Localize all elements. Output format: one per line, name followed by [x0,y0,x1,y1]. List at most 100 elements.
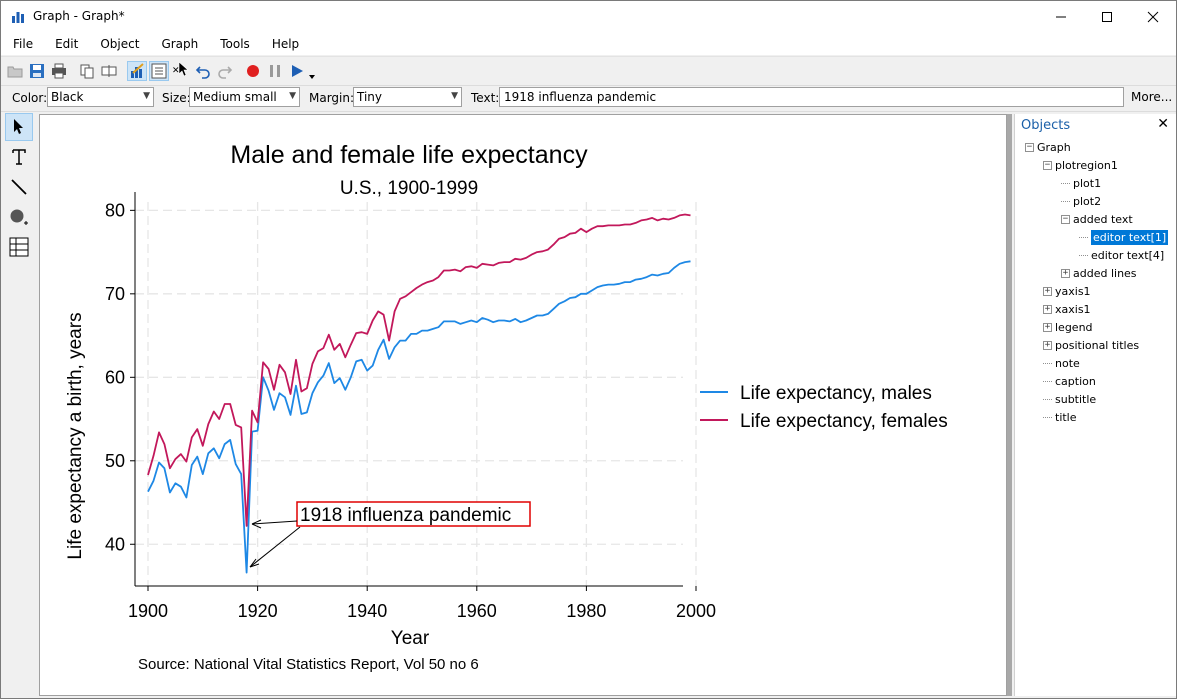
menu-edit[interactable]: Edit [55,37,79,51]
expand-icon[interactable]: + [1043,285,1052,296]
tree-item-label: added text [1073,212,1133,226]
y-tick-label[interactable]: 70 [105,284,125,304]
margin-select[interactable]: Tiny ▼ [353,87,462,107]
menu-tools[interactable]: Tools [220,37,250,51]
legend[interactable]: Life expectancy, males Life expectancy, f… [700,383,948,432]
close-window-button[interactable] [1130,1,1176,33]
tree-connector [1061,182,1070,184]
expand-icon[interactable]: + [1043,339,1052,350]
size-value: Medium small [193,90,277,104]
annotation-text[interactable]: 1918 influenza pandemic [300,505,511,526]
menu-graph[interactable]: Graph [161,37,199,51]
tree-item-note[interactable]: note [1043,354,1080,372]
margin-value: Tiny [357,90,383,104]
x-tick-label[interactable]: 1900 [128,601,168,621]
tree-item-xaxis1[interactable]: + xaxis1 [1043,300,1091,318]
series-line-males[interactable] [147,260,691,574]
x-tick-label[interactable]: 1940 [347,601,387,621]
tree-item-subtitle[interactable]: subtitle [1043,390,1096,408]
tree-item-title[interactable]: title [1043,408,1077,426]
annotation: 1918 influenza pandemic [249,501,531,568]
more-button[interactable]: More... [1131,90,1173,104]
tree-item-yaxis1[interactable]: + yaxis1 [1043,282,1091,300]
menu-help[interactable]: Help [271,37,300,51]
text-input[interactable]: 1918 influenza pandemic [499,87,1124,107]
y-tick-label[interactable]: 60 [105,367,125,387]
annotation-arrow-lower[interactable] [249,526,301,568]
collapse-icon[interactable]: − [1043,159,1052,170]
objects-pane: Objects ✕ − Graph − plotregion1 plot1 plot2− a… [1014,114,1176,696]
x-tick-label[interactable]: 1960 [457,601,497,621]
tree-connector [1043,362,1052,364]
tree-item-plot1[interactable]: plot1 [1061,174,1101,192]
tree-item-plotregion1[interactable]: − plotregion1 [1043,156,1118,174]
annotation-arrow-upper[interactable] [251,520,298,525]
undo-button[interactable] [193,61,213,81]
y-tick-label[interactable]: 50 [105,451,125,471]
pane-splitter[interactable] [1007,114,1012,696]
grid-tool-icon [9,237,29,257]
menu-file[interactable]: File [13,37,34,51]
tree-connector [1079,254,1088,256]
expand-icon[interactable]: + [1043,321,1052,332]
x-tick-label[interactable]: 1920 [238,601,278,621]
open-button[interactable] [5,61,25,81]
close-icon[interactable]: ✕ [1157,116,1169,132]
save-button[interactable] [27,61,47,81]
play-button[interactable] [287,61,307,81]
rename-button[interactable] [99,61,119,81]
tree-item-graph[interactable]: − Graph [1025,138,1071,156]
print-button[interactable] [49,61,69,81]
copy-button[interactable] [77,61,97,81]
pause-button[interactable] [265,61,285,81]
text-tool-button[interactable] [5,143,33,171]
object-browser-button[interactable] [149,61,169,81]
tree-item-editor-text-4[interactable]: editor text[4] [1079,246,1164,264]
close-small-icon[interactable]: ✕ [172,65,180,75]
expand-icon[interactable]: + [1043,303,1052,314]
tree-item-editor-text-1[interactable]: editor text[1] [1079,228,1169,246]
tree-item-label: added lines [1073,266,1137,280]
pointer-tool-button[interactable] [5,113,33,141]
tree-item-added-lines[interactable]: + added lines [1061,264,1137,282]
annotation-selection-box[interactable] [296,501,531,527]
tree-item-added-text[interactable]: − added text [1061,210,1133,228]
graph-canvas[interactable]: Male and female life expectancy U.S., 19… [39,114,1007,696]
collapse-icon[interactable]: − [1025,141,1034,152]
tree-item-positional-titles[interactable]: + positional titles [1043,336,1139,354]
x-tick-label[interactable]: 2000 [676,601,716,621]
line-tool-button[interactable] [5,173,33,201]
legend-label[interactable]: Life expectancy, females [740,411,948,432]
x-axis-label[interactable]: Year [391,628,430,649]
title-bar: Graph - Graph* [1,1,1176,33]
expand-icon[interactable]: + [1061,267,1070,278]
x-tick-label[interactable]: 1980 [566,601,606,621]
maximize-button[interactable] [1084,1,1130,33]
y-tick-label[interactable]: 80 [105,200,125,220]
y-axis-label[interactable]: Life expectancy a birth, years [65,312,86,559]
grid-tool-button[interactable] [5,233,33,261]
record-button[interactable] [243,61,263,81]
y-tick-label[interactable]: 40 [105,534,125,554]
tree-item-plot2[interactable]: plot2 [1061,192,1101,210]
menu-object[interactable]: Object [100,37,140,51]
series-line-females[interactable] [147,213,691,527]
graph-editor-button[interactable] [127,61,147,81]
marker-tool-button[interactable] [5,203,33,231]
tree-item-caption[interactable]: caption [1043,372,1096,390]
tree-item-label: plotregion1 [1055,158,1118,172]
chart-subtitle[interactable]: U.S., 1900-1999 [340,178,478,199]
minimize-button[interactable] [1038,1,1084,33]
legend-label[interactable]: Life expectancy, males [740,383,932,404]
marker-tool-icon [10,209,28,225]
size-select[interactable]: Medium small ▼ [189,87,300,107]
redo-button[interactable] [215,61,235,81]
chart-title[interactable]: Male and female life expectancy [230,141,588,169]
dropdown-icon[interactable] [308,69,316,83]
collapse-icon[interactable]: − [1061,213,1070,224]
caption-note[interactable]: Source: National Vital Statistics Report… [138,656,479,673]
color-select[interactable]: Black ▼ [47,87,154,107]
pointer-tool-icon [14,119,23,134]
tree-item-legend[interactable]: + legend [1043,318,1093,336]
